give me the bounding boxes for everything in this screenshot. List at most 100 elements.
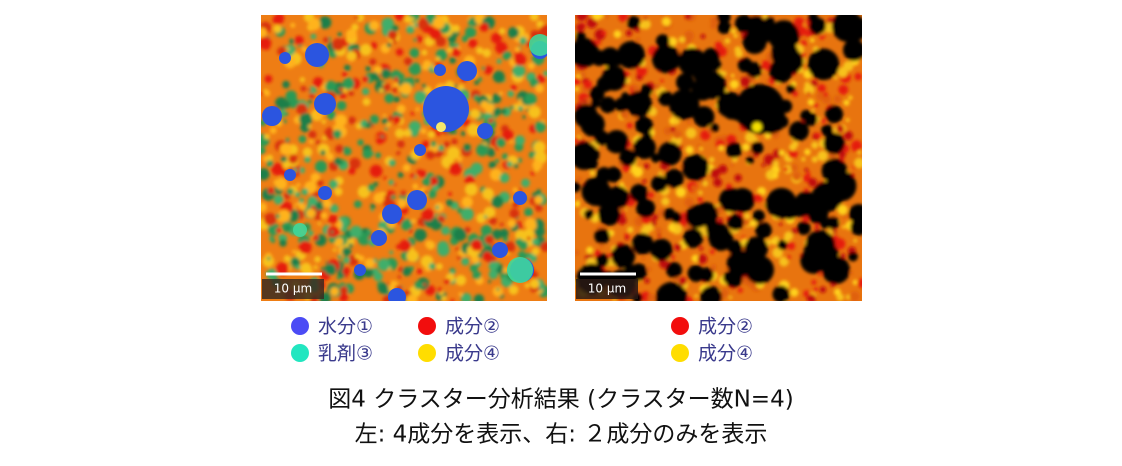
texture-blob bbox=[285, 226, 290, 231]
texture-blob bbox=[390, 194, 396, 200]
texture-blob bbox=[451, 47, 461, 57]
texture-blob bbox=[299, 77, 305, 83]
texture bbox=[575, 15, 862, 301]
texture-blob bbox=[502, 129, 514, 141]
texture-blob bbox=[403, 57, 413, 66]
texture-blob bbox=[357, 139, 364, 146]
texture-blob bbox=[807, 98, 815, 106]
texture-blob bbox=[397, 198, 407, 209]
texture-blob bbox=[349, 225, 363, 239]
texture-blob bbox=[264, 75, 273, 83]
texture-blob bbox=[400, 190, 407, 197]
texture-blob bbox=[512, 187, 518, 193]
legend-dot bbox=[418, 317, 436, 335]
texture-blob bbox=[432, 16, 445, 29]
texture-blob bbox=[399, 206, 409, 215]
legend-dot bbox=[291, 344, 309, 362]
void bbox=[765, 201, 774, 210]
texture-blob bbox=[289, 38, 295, 44]
texture-blob bbox=[383, 83, 391, 91]
texture-blob bbox=[489, 168, 503, 181]
void bbox=[619, 149, 637, 167]
texture-blob bbox=[806, 91, 812, 97]
texture-blob bbox=[331, 185, 336, 190]
texture-blob bbox=[488, 261, 499, 271]
droplet bbox=[262, 106, 282, 126]
void bbox=[597, 203, 621, 226]
texture-blob bbox=[266, 160, 274, 167]
texture-blob bbox=[854, 72, 862, 81]
texture-blob bbox=[270, 238, 276, 244]
texture-blob bbox=[818, 272, 822, 276]
texture-blob bbox=[718, 145, 725, 152]
texture-blob bbox=[318, 16, 332, 29]
texture-blob bbox=[684, 37, 693, 45]
texture-blob bbox=[522, 115, 526, 119]
texture-blob bbox=[524, 217, 537, 230]
texture-blob bbox=[455, 274, 467, 286]
texture-blob bbox=[852, 279, 859, 286]
texture-blob bbox=[392, 39, 397, 44]
texture-blob bbox=[364, 258, 375, 269]
texture-blob bbox=[697, 196, 703, 203]
texture-blob bbox=[379, 88, 384, 93]
texture-blob bbox=[481, 66, 486, 71]
texture-blob bbox=[280, 156, 287, 163]
texture-blob bbox=[428, 27, 442, 41]
texture-blob bbox=[322, 198, 332, 208]
texture-blob bbox=[625, 29, 633, 37]
texture-blob bbox=[437, 240, 449, 253]
texture-blob bbox=[451, 138, 458, 145]
void bbox=[708, 226, 734, 251]
texture-blob bbox=[517, 105, 524, 112]
texture-blob bbox=[601, 30, 607, 36]
texture-blob bbox=[403, 15, 412, 23]
texture-blob bbox=[841, 225, 846, 229]
texture-blob bbox=[403, 129, 412, 138]
texture-blob bbox=[804, 81, 810, 88]
texture-blob bbox=[534, 195, 543, 205]
texture-blob bbox=[749, 219, 757, 227]
texture-blob bbox=[728, 295, 733, 300]
texture-blob bbox=[299, 112, 313, 126]
texture-blob bbox=[528, 105, 541, 119]
texture-blob bbox=[813, 102, 819, 108]
texture-blob bbox=[357, 185, 371, 199]
texture-blob bbox=[321, 119, 327, 124]
void bbox=[825, 105, 844, 124]
texture-blob bbox=[575, 137, 580, 144]
texture-blob bbox=[300, 262, 312, 275]
void bbox=[764, 16, 775, 28]
texture-blob bbox=[419, 170, 427, 178]
void bbox=[626, 15, 641, 29]
caption-line: 左: 4成分を表示、右: ２成分のみを表示 bbox=[355, 422, 768, 448]
texture-blob bbox=[685, 127, 697, 139]
void bbox=[631, 233, 654, 255]
void bbox=[823, 132, 845, 155]
texture-blob bbox=[391, 25, 399, 32]
texture-blob bbox=[339, 286, 349, 295]
void bbox=[655, 34, 670, 48]
texture-blob bbox=[763, 154, 775, 166]
void bbox=[589, 85, 605, 102]
texture-blob bbox=[857, 150, 862, 155]
texture-blob bbox=[427, 130, 436, 139]
droplet bbox=[457, 61, 477, 81]
void bbox=[657, 141, 682, 166]
texture-blob bbox=[742, 218, 751, 227]
texture-blob bbox=[309, 92, 315, 99]
void bbox=[700, 286, 722, 301]
texture-blob bbox=[491, 195, 504, 208]
texture-blob bbox=[484, 215, 488, 219]
void bbox=[599, 96, 617, 114]
texture-blob bbox=[540, 241, 547, 252]
droplet bbox=[423, 86, 469, 132]
texture-blob bbox=[652, 214, 659, 221]
texture-blob bbox=[261, 36, 272, 50]
void bbox=[843, 39, 862, 61]
texture-blob bbox=[402, 163, 411, 172]
texture-blob bbox=[489, 67, 493, 71]
texture-blob bbox=[345, 28, 357, 40]
texture-blob bbox=[392, 182, 397, 186]
texture-blob bbox=[699, 147, 703, 151]
